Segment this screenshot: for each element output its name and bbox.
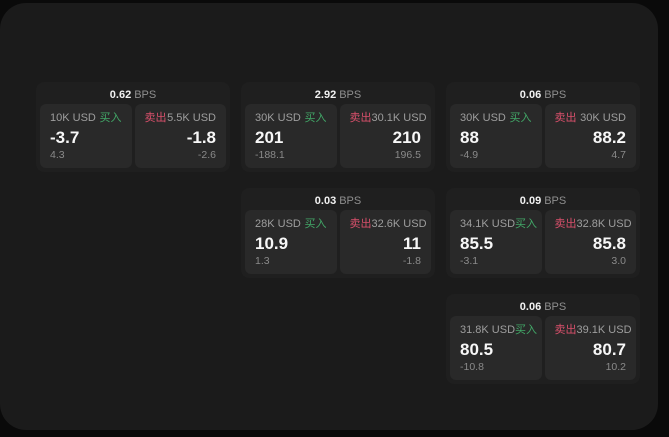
- buy-delta: -10.8: [460, 361, 484, 373]
- sell-delta: 3.0: [611, 255, 626, 267]
- quote-card: 0.09 BPS 34.1K USD 买入 85.5 -3.1 卖出 32.8K …: [446, 188, 640, 278]
- main-panel: 0.62 BPS 10K USD 买入 -3.7 4.3 卖出 5.5K USD: [0, 3, 658, 430]
- quote-card: 0.06 BPS 31.8K USD 买入 80.5 -10.8 卖出 39.1K…: [446, 294, 640, 384]
- buy-quote-tile[interactable]: 31.8K USD 买入 80.5 -10.8: [450, 316, 542, 380]
- buy-size-label: 30K USD: [255, 112, 301, 124]
- spread-unit: BPS: [134, 89, 157, 101]
- buy-size-label: 30K USD: [460, 112, 506, 124]
- sell-quote-tile[interactable]: 卖出 30.1K USD 210 196.5: [339, 104, 431, 168]
- spread-unit: BPS: [339, 89, 362, 101]
- sell-action-label: 卖出: [554, 324, 577, 336]
- spread-value: 0.06: [519, 89, 542, 101]
- sell-price: 88.2: [592, 128, 626, 147]
- buy-delta: -4.9: [460, 149, 479, 161]
- sell-quote-tile[interactable]: 卖出 32.6K USD 11 -1.8: [339, 210, 431, 274]
- sell-size-label: 32.6K USD: [371, 218, 427, 230]
- quote-cards-grid: 0.62 BPS 10K USD 买入 -3.7 4.3 卖出 5.5K USD: [36, 82, 640, 384]
- spread-header: 0.06 BPS: [450, 86, 636, 104]
- sell-delta: -2.6: [197, 149, 216, 161]
- spread-unit: BPS: [544, 301, 567, 313]
- sell-size-label: 5.5K USD: [167, 112, 216, 124]
- sell-size-label: 39.1K USD: [576, 324, 632, 336]
- spread-unit: BPS: [544, 195, 567, 207]
- sell-size-label: 30.1K USD: [371, 112, 427, 124]
- buy-quote-tile[interactable]: 28K USD 买入 10.9 1.3: [245, 210, 337, 274]
- sell-action-label: 卖出: [144, 112, 167, 124]
- spread-header: 0.06 BPS: [450, 298, 636, 316]
- buy-quote-tile[interactable]: 30K USD 买入 88 -4.9: [450, 104, 542, 168]
- buy-size-label: 31.8K USD: [460, 324, 516, 336]
- spread-header: 0.03 BPS: [245, 192, 431, 210]
- buy-quote-tile[interactable]: 34.1K USD 买入 85.5 -3.1: [450, 210, 542, 274]
- buy-size-label: 28K USD: [255, 218, 301, 230]
- buy-quote-tile[interactable]: 10K USD 买入 -3.7 4.3: [40, 104, 132, 168]
- buy-price: 80.5: [460, 340, 494, 359]
- buy-price: 10.9: [255, 234, 289, 253]
- sell-size-label: 30K USD: [580, 112, 626, 124]
- quote-card: 0.06 BPS 30K USD 买入 88 -4.9 卖出 30K USD: [446, 82, 640, 172]
- spread-unit: BPS: [544, 89, 567, 101]
- buy-delta: 4.3: [50, 149, 65, 161]
- buy-price: 201: [255, 128, 284, 147]
- spread-unit: BPS: [339, 195, 362, 207]
- buy-delta: 1.3: [255, 255, 270, 267]
- sell-action-label: 卖出: [349, 218, 372, 230]
- sell-quote-tile[interactable]: 卖出 39.1K USD 80.7 10.2: [544, 316, 636, 380]
- sell-delta: 10.2: [605, 361, 626, 373]
- quote-card: 0.03 BPS 28K USD 买入 10.9 1.3 卖出 32.6K USD: [241, 188, 435, 278]
- buy-action-label: 买入: [515, 324, 538, 336]
- spread-value: 0.03: [314, 195, 337, 207]
- sell-quote-tile[interactable]: 卖出 32.8K USD 85.8 3.0: [544, 210, 636, 274]
- buy-price: 88: [460, 128, 479, 147]
- sell-size-label: 32.8K USD: [576, 218, 632, 230]
- sell-price: 80.7: [592, 340, 626, 359]
- buy-action-label: 买入: [509, 112, 532, 124]
- sell-action-label: 卖出: [349, 112, 372, 124]
- buy-action-label: 买入: [99, 112, 122, 124]
- buy-price: -3.7: [50, 128, 80, 147]
- sell-price: 210: [392, 128, 421, 147]
- spread-header: 2.92 BPS: [245, 86, 431, 104]
- spread-value: 0.62: [109, 89, 132, 101]
- sell-price: -1.8: [186, 128, 216, 147]
- buy-size-label: 34.1K USD: [460, 218, 516, 230]
- spread-value: 2.92: [314, 89, 337, 101]
- sell-quote-tile[interactable]: 卖出 30K USD 88.2 4.7: [544, 104, 636, 168]
- buy-action-label: 买入: [304, 218, 327, 230]
- buy-delta: -188.1: [255, 149, 285, 161]
- spread-header: 0.09 BPS: [450, 192, 636, 210]
- sell-delta: -1.8: [402, 255, 421, 267]
- sell-delta: 4.7: [611, 149, 626, 161]
- sell-delta: 196.5: [394, 149, 421, 161]
- spread-header: 0.62 BPS: [40, 86, 226, 104]
- spread-value: 0.06: [519, 301, 542, 313]
- buy-action-label: 买入: [515, 218, 538, 230]
- quote-card: 0.62 BPS 10K USD 买入 -3.7 4.3 卖出 5.5K USD: [36, 82, 230, 172]
- buy-quote-tile[interactable]: 30K USD 买入 201 -188.1: [245, 104, 337, 168]
- buy-action-label: 买入: [304, 112, 327, 124]
- sell-price: 85.8: [592, 234, 626, 253]
- sell-action-label: 卖出: [554, 218, 577, 230]
- buy-size-label: 10K USD: [50, 112, 96, 124]
- sell-action-label: 卖出: [554, 112, 577, 124]
- buy-delta: -3.1: [460, 255, 479, 267]
- quote-card: 2.92 BPS 30K USD 买入 201 -188.1 卖出 30.1K U…: [241, 82, 435, 172]
- sell-quote-tile[interactable]: 卖出 5.5K USD -1.8 -2.6: [134, 104, 226, 168]
- sell-price: 11: [403, 234, 421, 253]
- spread-value: 0.09: [519, 195, 542, 207]
- buy-price: 85.5: [460, 234, 494, 253]
